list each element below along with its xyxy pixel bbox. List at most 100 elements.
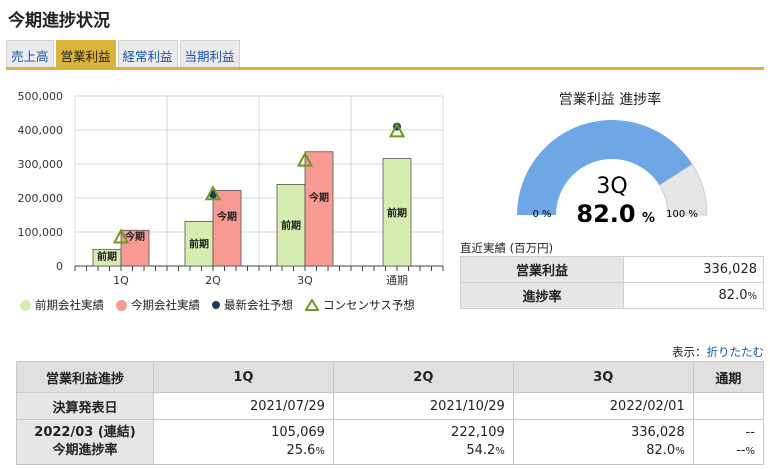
tab-sales[interactable]: 売上高 [6, 40, 54, 70]
legend-consensus-triangle-icon [305, 299, 319, 311]
value-cell: 105,069 25.6% [153, 419, 334, 465]
bar-current-label: 今期 [308, 191, 329, 204]
recent-row-profit: 営業利益 336,028 [460, 256, 764, 283]
gauge-title: 営業利益 進捗率 [558, 92, 662, 108]
consensus-marker [388, 122, 406, 138]
gauge-remaining-arc [658, 163, 708, 216]
bar-prev [276, 184, 306, 267]
value-cell: 222,109 54.2% [332, 419, 514, 465]
bar-current-label: 今期 [216, 210, 237, 223]
chart-legend: 前期会社実績 今期会社実績 最新会社予想 コンセンサス予想 [20, 297, 415, 313]
legend-forecast-label: 最新会社予想 [224, 298, 293, 312]
table-row: 2022/03 (連結) 今期進捗率 105,069 25.6% 222,109… [16, 419, 765, 465]
recent-profit-value: 336,028 [623, 256, 764, 283]
bar-prev [184, 221, 214, 267]
consensus-marker [296, 151, 314, 167]
y-tick-label: 0 [56, 260, 63, 273]
legend-item-current: 今期会社実績 [116, 297, 200, 313]
legend-item-prev: 前期会社実績 [20, 297, 104, 313]
period-label-cell: 2022/03 (連結) 今期進捗率 [16, 419, 154, 465]
x-tick-label: 3Q [297, 274, 313, 287]
y-tick-label: 100,000 [18, 226, 64, 239]
announce-date-cell: 2021/07/29 [153, 392, 334, 420]
bar-prev [382, 158, 412, 267]
x-tick-label: 1Q [113, 274, 129, 287]
rate-unit: % [315, 446, 325, 457]
gauge-max-label: 100 % [666, 209, 698, 220]
display-toggle: 表示：折りたたむ [672, 344, 764, 360]
value-amount: 336,028 [630, 425, 685, 441]
legend-item-consensus: コンセンサス予想 [305, 297, 415, 313]
bar-prev-label: 前期 [189, 238, 209, 251]
progress-gauge: 3Q 82.0 % 0 % 100 % [517, 119, 708, 227]
recent-row-rate: 進捗率 82.0% [460, 282, 764, 309]
value-rate: 25.6% [162, 442, 325, 460]
gauge-filled-arc [517, 119, 693, 215]
table-header: 1Q [153, 361, 334, 393]
x-tick-label: 2Q [205, 274, 221, 287]
value-rate: --% [702, 442, 755, 460]
rate-unit: % [675, 446, 685, 457]
value-rate: 82.0% [522, 442, 685, 460]
rate-unit: % [745, 446, 755, 457]
rate-number: 54.2 [466, 443, 496, 458]
bar-current [304, 151, 334, 267]
value-amount: -- [745, 425, 755, 441]
consensus-marker [112, 228, 130, 244]
value-cell: 336,028 82.0% [512, 419, 694, 465]
value-amount: 222,109 [451, 425, 505, 441]
gauge-period: 3Q [596, 174, 627, 199]
display-prefix: 表示： [672, 345, 707, 359]
table-row: 決算発表日 2021/07/29 2021/10/29 2022/02/01 [16, 392, 765, 420]
bar-current [212, 190, 242, 267]
bar-current [120, 229, 150, 267]
bar-prev-label: 前期 [387, 206, 407, 219]
rate-number: 82.0 [646, 443, 676, 458]
recent-profit-number: 336,028 [703, 262, 757, 277]
gauge-min-label: 0 % [532, 209, 551, 220]
table-header: 3Q [512, 361, 694, 393]
legend-consensus-label: コンセンサス予想 [323, 298, 415, 312]
progress-table: 営業利益進捗 1Q 2Q 3Q 通期 決算発表日 2021/07/29 2021… [16, 361, 765, 465]
bar-prev-label: 前期 [281, 219, 301, 232]
value-rate: 54.2% [342, 442, 504, 460]
rate-number: -- [736, 443, 746, 458]
consensus-marker [204, 185, 222, 201]
legend-forecast-dot-icon [212, 301, 220, 309]
y-tick-label: 500,000 [18, 90, 64, 103]
page-title: 今期進捗状況 [8, 11, 110, 31]
bar-current-label: 今期 [124, 230, 145, 243]
tab-operating-profit[interactable]: 営業利益 [55, 40, 116, 70]
table-header: 通期 [692, 361, 765, 393]
tab-net-profit[interactable]: 当期利益 [179, 40, 240, 70]
progress-rate-label: 今期進捗率 [52, 443, 118, 458]
recent-rate-unit: % [747, 291, 757, 302]
tab-underline [6, 67, 764, 70]
progress-bar-chart: 0 100,000 200,000 300,000 400,000 500,000 1Q 前期… [18, 90, 444, 287]
y-tick-label: 200,000 [18, 192, 64, 205]
announce-date-cell: 2021/10/29 [332, 392, 514, 420]
collapse-link[interactable]: 折りたたむ [706, 345, 765, 359]
legend-prev-label: 前期会社実績 [35, 298, 104, 312]
table-header-row: 営業利益進捗 1Q 2Q 3Q 通期 [16, 361, 765, 393]
gauge-value: 82.0 [576, 200, 635, 227]
legend-current-swatch-icon [116, 299, 127, 311]
recent-profit-head: 営業利益 [460, 256, 624, 283]
tab-ordinary-profit[interactable]: 経常利益 [117, 40, 178, 70]
recent-rate-value: 82.0% [623, 282, 764, 309]
y-tick-label: 300,000 [18, 158, 64, 171]
y-tick-label: 400,000 [18, 124, 64, 137]
recent-results-table: 営業利益 336,028 進捗率 82.0% [460, 256, 764, 309]
metric-tabs: 売上高 営業利益 経常利益 当期利益 [6, 40, 240, 70]
legend-current-label: 今期会社実績 [131, 298, 200, 312]
legend-item-forecast: 最新会社予想 [212, 297, 293, 313]
period-label: 2022/03 (連結) [34, 425, 136, 441]
bar-prev-label: 前期 [97, 250, 117, 263]
x-tick-label: 通期 [386, 274, 408, 287]
recent-results-label: 直近実績 (百万円) [460, 241, 554, 255]
gauge-unit: % [642, 211, 655, 226]
recent-rate-head: 進捗率 [460, 282, 624, 309]
announce-date-cell: 2022/02/01 [512, 392, 694, 420]
value-cell: -- --% [692, 419, 765, 465]
announce-date-label: 決算発表日 [16, 392, 154, 420]
